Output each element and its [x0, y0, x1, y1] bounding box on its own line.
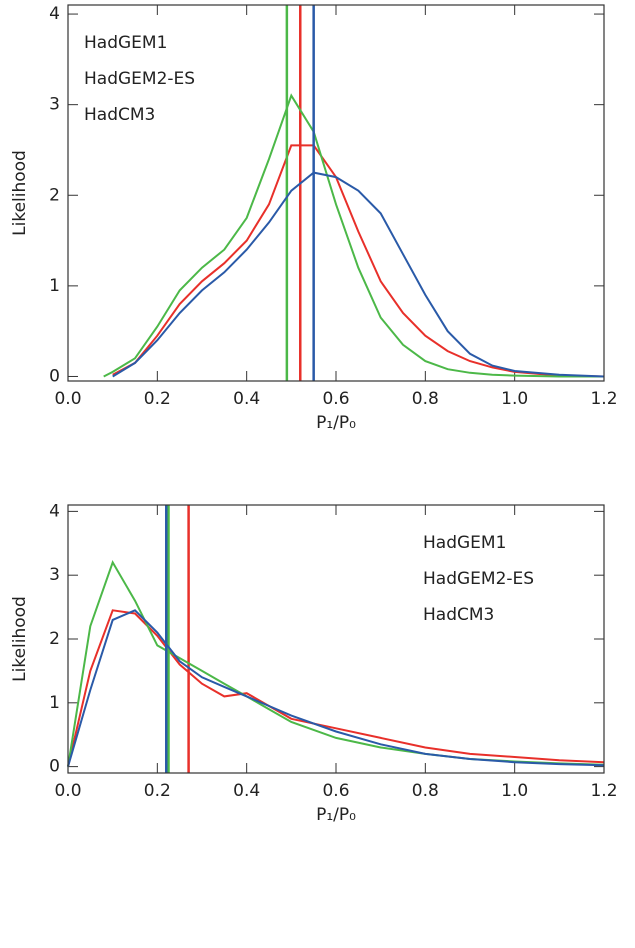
- x-tick-label: 0.6: [322, 389, 349, 409]
- x-tick-label: 1.2: [590, 781, 617, 801]
- x-axis-label: P₁/P₀: [316, 413, 356, 433]
- y-axis-label: Likelihood: [10, 596, 30, 682]
- x-tick-label: 1.2: [590, 389, 617, 409]
- plot-frame: [67, 504, 605, 774]
- x-tick-label: 0.6: [322, 781, 349, 801]
- x-tick-label: 0.4: [233, 781, 260, 801]
- x-tick-label: 1.0: [501, 781, 528, 801]
- y-tick-label: 0: [49, 757, 60, 777]
- x-tick-label: 1.0: [501, 389, 528, 409]
- plot-frame: [67, 4, 605, 382]
- x-tick-label: 0.4: [233, 389, 260, 409]
- series-line: [112, 144, 605, 378]
- series-line: [67, 609, 605, 767]
- legend-entry: HadGEM2-ES: [84, 69, 195, 89]
- legend-entry: HadGEM1: [84, 33, 167, 53]
- legend-entry: HadGEM1: [423, 533, 506, 553]
- y-tick-label: 1: [49, 693, 60, 713]
- x-tick-label: 0.0: [54, 781, 81, 801]
- legend-entry: HadCM3: [423, 605, 494, 625]
- y-tick-label: 2: [49, 185, 60, 205]
- y-tick-label: 0: [49, 366, 60, 386]
- x-tick-label: 0.2: [144, 389, 171, 409]
- series-line: [67, 609, 605, 767]
- series-line: [103, 93, 604, 378]
- series-line: [67, 560, 605, 767]
- x-tick-label: 0.2: [144, 781, 171, 801]
- y-axis-label: Likelihood: [10, 150, 30, 236]
- x-tick-label: 0.0: [54, 389, 81, 409]
- legend-entry: HadGEM2-ES: [423, 569, 534, 589]
- x-axis-label: P₁/P₀: [316, 805, 356, 825]
- y-tick-label: 1: [49, 276, 60, 296]
- legend-entry: HadCM3: [84, 105, 155, 125]
- y-tick-label: 3: [49, 95, 60, 115]
- y-tick-label: 4: [49, 501, 60, 521]
- x-tick-label: 0.8: [412, 389, 439, 409]
- y-tick-label: 2: [49, 629, 60, 649]
- x-tick-label: 0.8: [412, 781, 439, 801]
- y-tick-label: 3: [49, 565, 60, 585]
- y-tick-label: 4: [49, 4, 60, 24]
- series-line: [112, 171, 605, 378]
